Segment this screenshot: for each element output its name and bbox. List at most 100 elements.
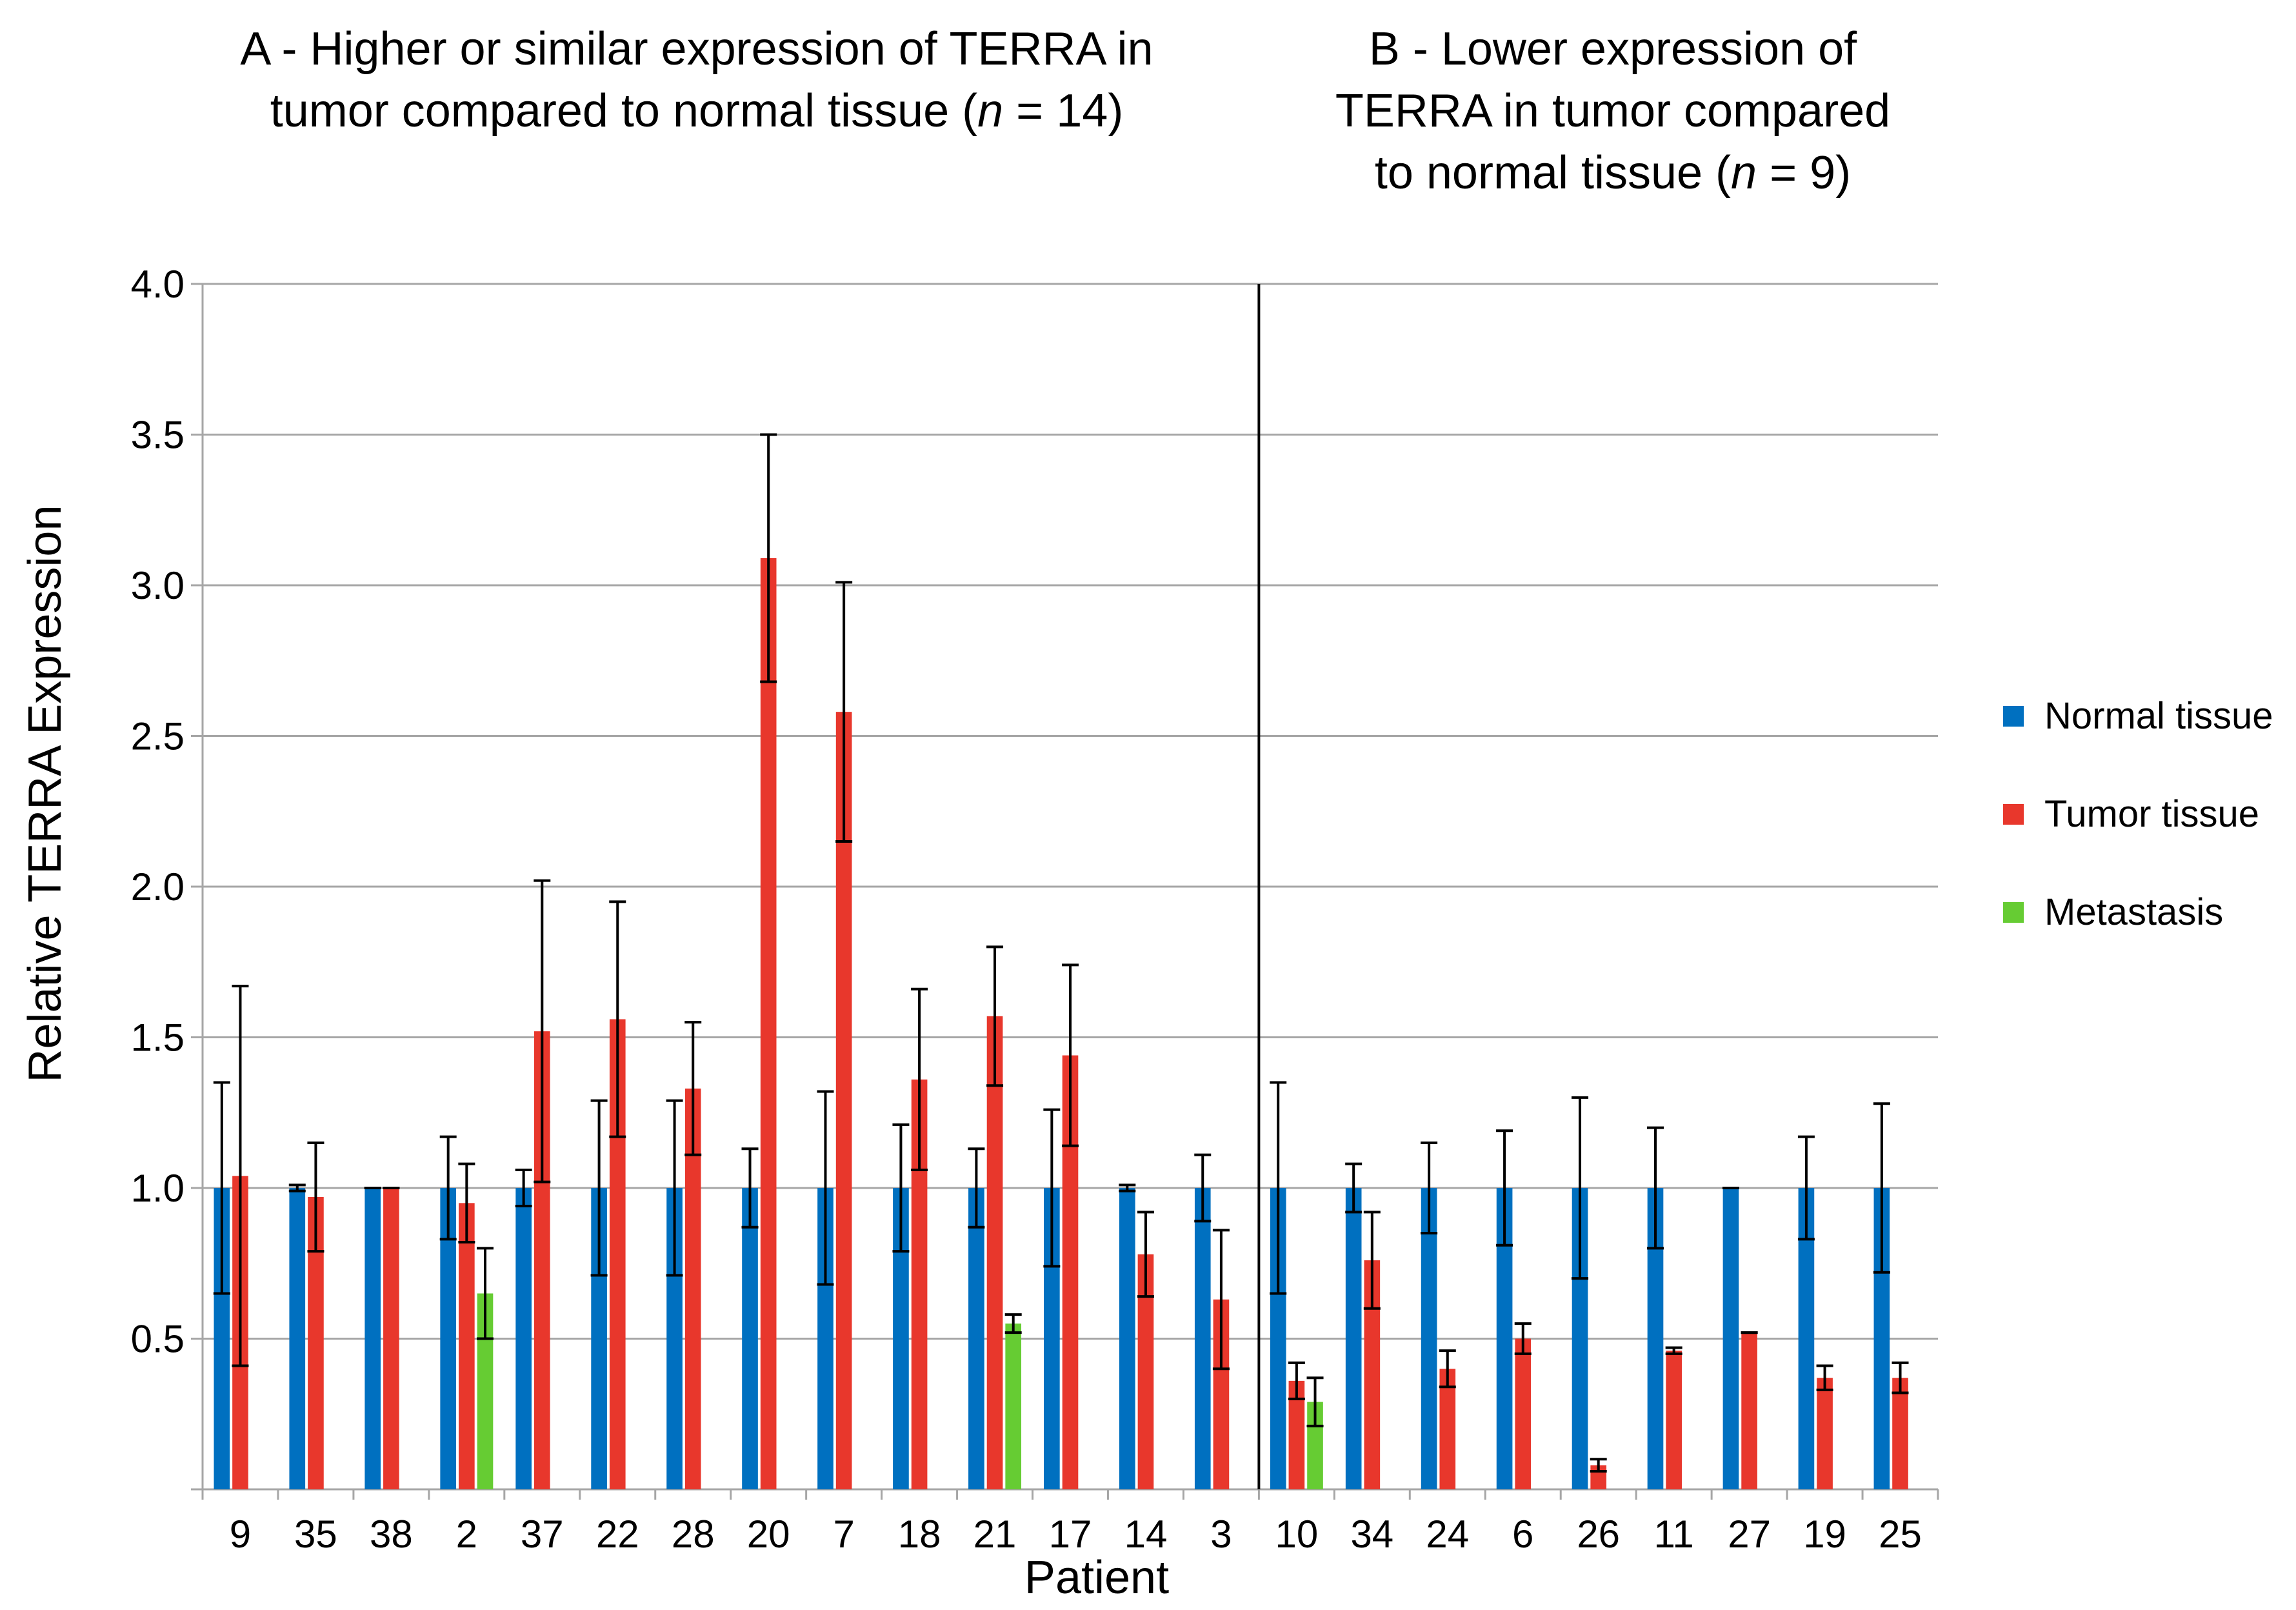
error-bar-normal-tissue-18: [892, 1123, 910, 1253]
error-bar-tumor-tissue-17: [1062, 963, 1079, 1147]
x-tick-label-19: 19: [1803, 1513, 1846, 1556]
error-bar-normal-tissue-7: [817, 1090, 834, 1286]
x-tick-label-10: 10: [1275, 1513, 1318, 1556]
x-tick-label-17: 17: [1049, 1513, 1092, 1556]
x-tick-label-21: 21: [973, 1513, 1017, 1556]
bar-tumor-tissue-27: [1741, 1333, 1757, 1489]
y-tick-label-2.0: 2.0: [131, 865, 185, 909]
x-tick-label-25: 25: [1879, 1513, 1922, 1556]
legend-label-metastasis: Metastasis: [2044, 891, 2224, 933]
bar-normal-tissue-3: [1194, 1188, 1211, 1489]
panel-a-n-symbol: n: [977, 85, 1004, 137]
bar-normal-tissue-35: [289, 1188, 306, 1489]
error-bar-normal-tissue-20: [741, 1147, 759, 1229]
error-bar-normal-tissue-2: [439, 1135, 457, 1241]
panel-b-title-line2: TERRA in tumor compared: [1335, 85, 1891, 137]
x-tick-label-7: 7: [833, 1513, 854, 1556]
error-bar-tumor-tissue-14: [1137, 1211, 1154, 1298]
error-bar-tumor-tissue-22: [609, 900, 626, 1138]
error-bar-normal-tissue-6: [1496, 1129, 1513, 1247]
y-tick-label-3.5: 3.5: [131, 414, 185, 457]
error-bar-tumor-tissue-9: [232, 985, 249, 1367]
bar-normal-tissue-24: [1421, 1188, 1437, 1489]
bar-metastasis-21: [1005, 1323, 1022, 1489]
bar-normal-tissue-34: [1345, 1188, 1362, 1489]
x-tick-label-3: 3: [1210, 1513, 1232, 1556]
error-bar-tumor-tissue-28: [684, 1021, 702, 1156]
bar-normal-tissue-38: [364, 1188, 381, 1489]
error-bar-normal-tissue-22: [590, 1099, 608, 1277]
x-tick-label-27: 27: [1728, 1513, 1771, 1556]
error-bar-metastasis-10: [1306, 1376, 1324, 1427]
x-tick-label-22: 22: [596, 1513, 639, 1556]
legend-label-tumor-tissue: Tumor tissue: [2044, 793, 2260, 835]
x-tick-label-26: 26: [1577, 1513, 1620, 1556]
x-tick-label-20: 20: [747, 1513, 790, 1556]
error-bar-normal-tissue-21: [968, 1147, 985, 1229]
panel-b-title-line1: B - Lower expression of: [1368, 23, 1857, 75]
x-tick-label-35: 35: [294, 1513, 337, 1556]
bar-tumor-tissue-19: [1817, 1378, 1833, 1489]
error-bar-metastasis-2: [477, 1247, 494, 1340]
error-bar-tumor-tissue-34: [1363, 1211, 1381, 1310]
error-bar-normal-tissue-19: [1797, 1135, 1815, 1241]
x-tick-label-38: 38: [370, 1513, 413, 1556]
legend-label-normal-tissue: Normal tissue: [2044, 695, 2273, 737]
error-bar-tumor-tissue-6: [1514, 1322, 1532, 1355]
y-tick-label-0.5: 0.5: [131, 1318, 185, 1361]
error-bar-tumor-tissue-11: [1665, 1346, 1682, 1355]
error-bar-normal-tissue-17: [1043, 1108, 1061, 1268]
error-bar-normal-tissue-10: [1270, 1081, 1287, 1295]
x-tick-label-37: 37: [521, 1513, 564, 1556]
bar-tumor-tissue-21: [986, 1016, 1003, 1489]
bar-tumor-tissue-24: [1439, 1369, 1456, 1489]
bar-tumor-tissue-20: [760, 558, 777, 1489]
error-bar-normal-tissue-14: [1119, 1183, 1136, 1192]
y-axis-label: Relative TERRA Expression: [19, 505, 71, 1083]
x-tick-label-24: 24: [1426, 1513, 1469, 1556]
error-bar-tumor-tissue-19: [1816, 1364, 1833, 1391]
x-tick-label-6: 6: [1512, 1513, 1533, 1556]
legend-swatch-metastasis: [2003, 902, 2024, 923]
panel-b-title-line3-text: to normal tissue (: [1374, 147, 1732, 199]
bar-tumor-tissue-25: [1892, 1378, 1908, 1489]
error-bar-normal-tissue-26: [1572, 1096, 1589, 1280]
error-bar-normal-tissue-25: [1873, 1102, 1890, 1274]
x-tick-label-11: 11: [1654, 1513, 1694, 1556]
panel-a-title-line2-text: tumor compared to normal tissue (: [270, 85, 978, 137]
error-bar-tumor-tissue-25: [1892, 1361, 1909, 1394]
error-bar-tumor-tissue-2: [458, 1162, 475, 1244]
error-bar-tumor-tissue-24: [1439, 1349, 1456, 1389]
y-tick-label-2.5: 2.5: [131, 715, 185, 758]
x-tick-label-9: 9: [230, 1513, 251, 1556]
error-bar-normal-tissue-24: [1421, 1141, 1438, 1235]
error-bar-normal-tissue-9: [213, 1081, 230, 1295]
panel-a-title-line2: tumor compared to normal tissue (n = 14): [148, 80, 1245, 142]
x-tick-label-28: 28: [672, 1513, 715, 1556]
legend-swatch-normal-tissue: [2003, 706, 2024, 727]
error-bar-normal-tissue-3: [1194, 1153, 1212, 1223]
y-tick-label-3.0: 3.0: [131, 564, 185, 607]
error-bar-metastasis-21: [1004, 1313, 1022, 1334]
panel-b-title: B - Lower expression of TERRA in tumor c…: [1226, 18, 2000, 204]
error-bar-tumor-tissue-26: [1590, 1458, 1607, 1473]
bar-tumor-tissue-2: [459, 1203, 475, 1489]
error-bar-tumor-tissue-3: [1212, 1229, 1230, 1371]
y-tick-label-1.5: 1.5: [131, 1016, 185, 1060]
y-tick-label-1.0: 1.0: [131, 1167, 185, 1210]
error-bar-tumor-tissue-18: [911, 987, 928, 1171]
x-tick-label-18: 18: [898, 1513, 941, 1556]
error-bar-normal-tissue-11: [1646, 1126, 1664, 1250]
error-bar-tumor-tissue-7: [835, 581, 853, 843]
error-bar-tumor-tissue-20: [760, 433, 777, 683]
panel-b-n-value: = 9): [1757, 147, 1852, 199]
error-bar-tumor-tissue-37: [534, 879, 551, 1183]
panel-a-title: A - Higher or similar expression of TERR…: [148, 18, 1245, 142]
panel-a-n-value: = 14): [1003, 85, 1124, 137]
bar-normal-tissue-27: [1722, 1188, 1739, 1489]
bar-tumor-tissue-6: [1515, 1338, 1532, 1489]
error-bar-tumor-tissue-10: [1288, 1361, 1305, 1400]
bar-normal-tissue-37: [515, 1188, 532, 1489]
error-bar-normal-tissue-28: [666, 1099, 683, 1277]
